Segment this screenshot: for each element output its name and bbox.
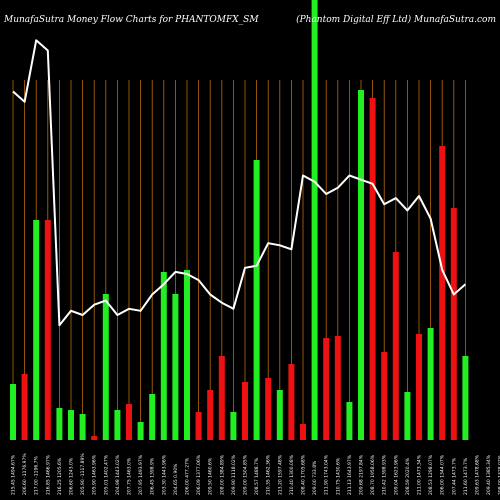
flow-bar — [91, 436, 98, 440]
x-tick-label: 204.98 1443.02% — [115, 454, 121, 495]
flow-bar — [276, 390, 283, 440]
flow-bar — [33, 220, 40, 440]
flow-bar — [450, 208, 457, 440]
x-tick-label: 209.68 2197.84% — [359, 454, 365, 495]
x-tick-label: 206.60 -1176.97% — [22, 453, 28, 495]
x-tick-label: 206.45 1398.9% — [150, 457, 156, 495]
x-tick-label: 209.90 1118.02% — [231, 454, 237, 495]
x-tick-label: 217.00 -1196.7% — [34, 455, 40, 495]
price-line — [12, 39, 467, 327]
line-layer — [12, 39, 467, 327]
x-tick-label: 206.60 1243.0% — [69, 457, 75, 495]
x-tick-label: 210.42 1398.93% — [382, 454, 388, 495]
x-tick-label: 209.63 1478.68% — [475, 454, 481, 495]
chart-title-right: (Phantom Digital Eff Ltd) MunafaSutra.co… — [296, 14, 496, 25]
flow-bar — [439, 146, 446, 440]
x-tick-label: 209.04 1623.96% — [393, 454, 399, 495]
x-tick-label: 206.00 477.27% — [185, 457, 191, 495]
flow-bar — [392, 252, 399, 440]
flow-bar — [218, 356, 225, 440]
x-tick-label: 203.30 1443.96% — [161, 454, 167, 495]
flow-bar — [230, 412, 237, 440]
flow-bar — [381, 352, 388, 440]
x-tick-label: 208.53 1298.07% — [428, 454, 434, 495]
flow-bar — [334, 336, 341, 440]
flow-bar — [137, 422, 144, 440]
x-tick-label: 209.40 1385.34% — [486, 454, 492, 495]
x-tick-label: 205.90 1463.96% — [92, 454, 98, 495]
flow-bar — [300, 424, 306, 440]
flow-bar — [242, 382, 248, 440]
x-tick-label: 216.25 1205.6% — [57, 457, 63, 495]
x-tick-label: 209.00 1504.85% — [243, 454, 249, 495]
flow-bar — [346, 402, 353, 440]
flow-bar — [253, 160, 260, 440]
flow-bar — [323, 338, 330, 440]
flow-bar — [44, 220, 51, 440]
flow-bar — [79, 414, 86, 440]
x-tick-label: 205.90 -1117.89% — [80, 453, 86, 495]
x-tick-label: 210.40 1300.08% — [289, 454, 295, 495]
flow-bar — [149, 394, 156, 440]
x-tick-label: 209.00 733.8% — [312, 460, 318, 495]
flow-bar — [102, 294, 109, 440]
flow-bar — [68, 410, 74, 440]
x-tick-label: 216.85 1466.97% — [45, 454, 51, 495]
x-tick-label: 206.00 1344.07% — [440, 454, 446, 495]
flow-bar — [427, 328, 434, 440]
x-tick-label: 211.13 1643.97% — [347, 454, 353, 495]
x-tick-label: 208.59 2020.4% — [405, 457, 411, 495]
bar-layer — [10, 0, 469, 440]
flow-bar — [56, 408, 63, 440]
x-tick-label: 208.57 1488.7% — [254, 457, 260, 495]
flow-bar — [21, 374, 28, 440]
x-tick-label: 204.65 0.90% — [173, 463, 179, 495]
flow-bar — [358, 90, 364, 440]
x-tick-label: 208.40 1705.68% — [301, 454, 307, 495]
flow-bar — [195, 412, 202, 440]
x-tick-label: 210.35 1462.36% — [266, 454, 272, 495]
x-tick-label: 211.00 1473.34% — [417, 454, 423, 495]
flow-bar — [288, 364, 295, 440]
flow-bar — [172, 294, 179, 440]
x-tick-label: 207.44 1473.7% — [451, 457, 457, 495]
flow-bar — [114, 410, 121, 440]
flow-bar — [416, 334, 422, 440]
x-tick-label: 207.75 1463.0% — [127, 457, 133, 495]
flow-bar — [184, 270, 190, 440]
x-tick-label: 207.95 1493.97% — [138, 454, 144, 495]
x-tick-label: 205.01 1402.47% — [103, 454, 109, 495]
flow-bar — [462, 356, 469, 440]
flow-bar — [311, 0, 318, 440]
x-tick-label: 208.00 1328.07% — [498, 454, 500, 495]
x-tick-label: 206.09 1377.06% — [196, 454, 202, 495]
x-tick-label: 211.90 1743.04% — [324, 454, 330, 495]
x-tick-label: 213.20 1597.48% — [277, 454, 283, 495]
x-tick-label: 209.50 1460.6% — [208, 457, 214, 495]
x-tick-label: 211.60 1473.7% — [463, 457, 469, 495]
x-tick-labels: 215.45 1494.67% 206.60 -1176.97% 217.00 -1… — [11, 453, 500, 495]
flow-bar — [265, 378, 272, 440]
x-tick-label: 208.00 1384.89% — [219, 454, 225, 495]
flow-bar — [10, 384, 16, 440]
flow-bar — [207, 390, 214, 440]
x-tick-label: 215.45 1494.67% — [11, 454, 17, 495]
flow-bar — [369, 98, 376, 440]
flow-bar — [160, 272, 167, 440]
x-tick-label: 208.70 1958.06% — [370, 454, 376, 495]
flow-bar — [126, 404, 132, 440]
chart-title-left: MunafaSutra Money Flow Charts for PHANTO… — [3, 15, 259, 25]
x-tick-label: 210.75 1430.6% — [335, 457, 341, 495]
flow-bar — [404, 392, 411, 440]
